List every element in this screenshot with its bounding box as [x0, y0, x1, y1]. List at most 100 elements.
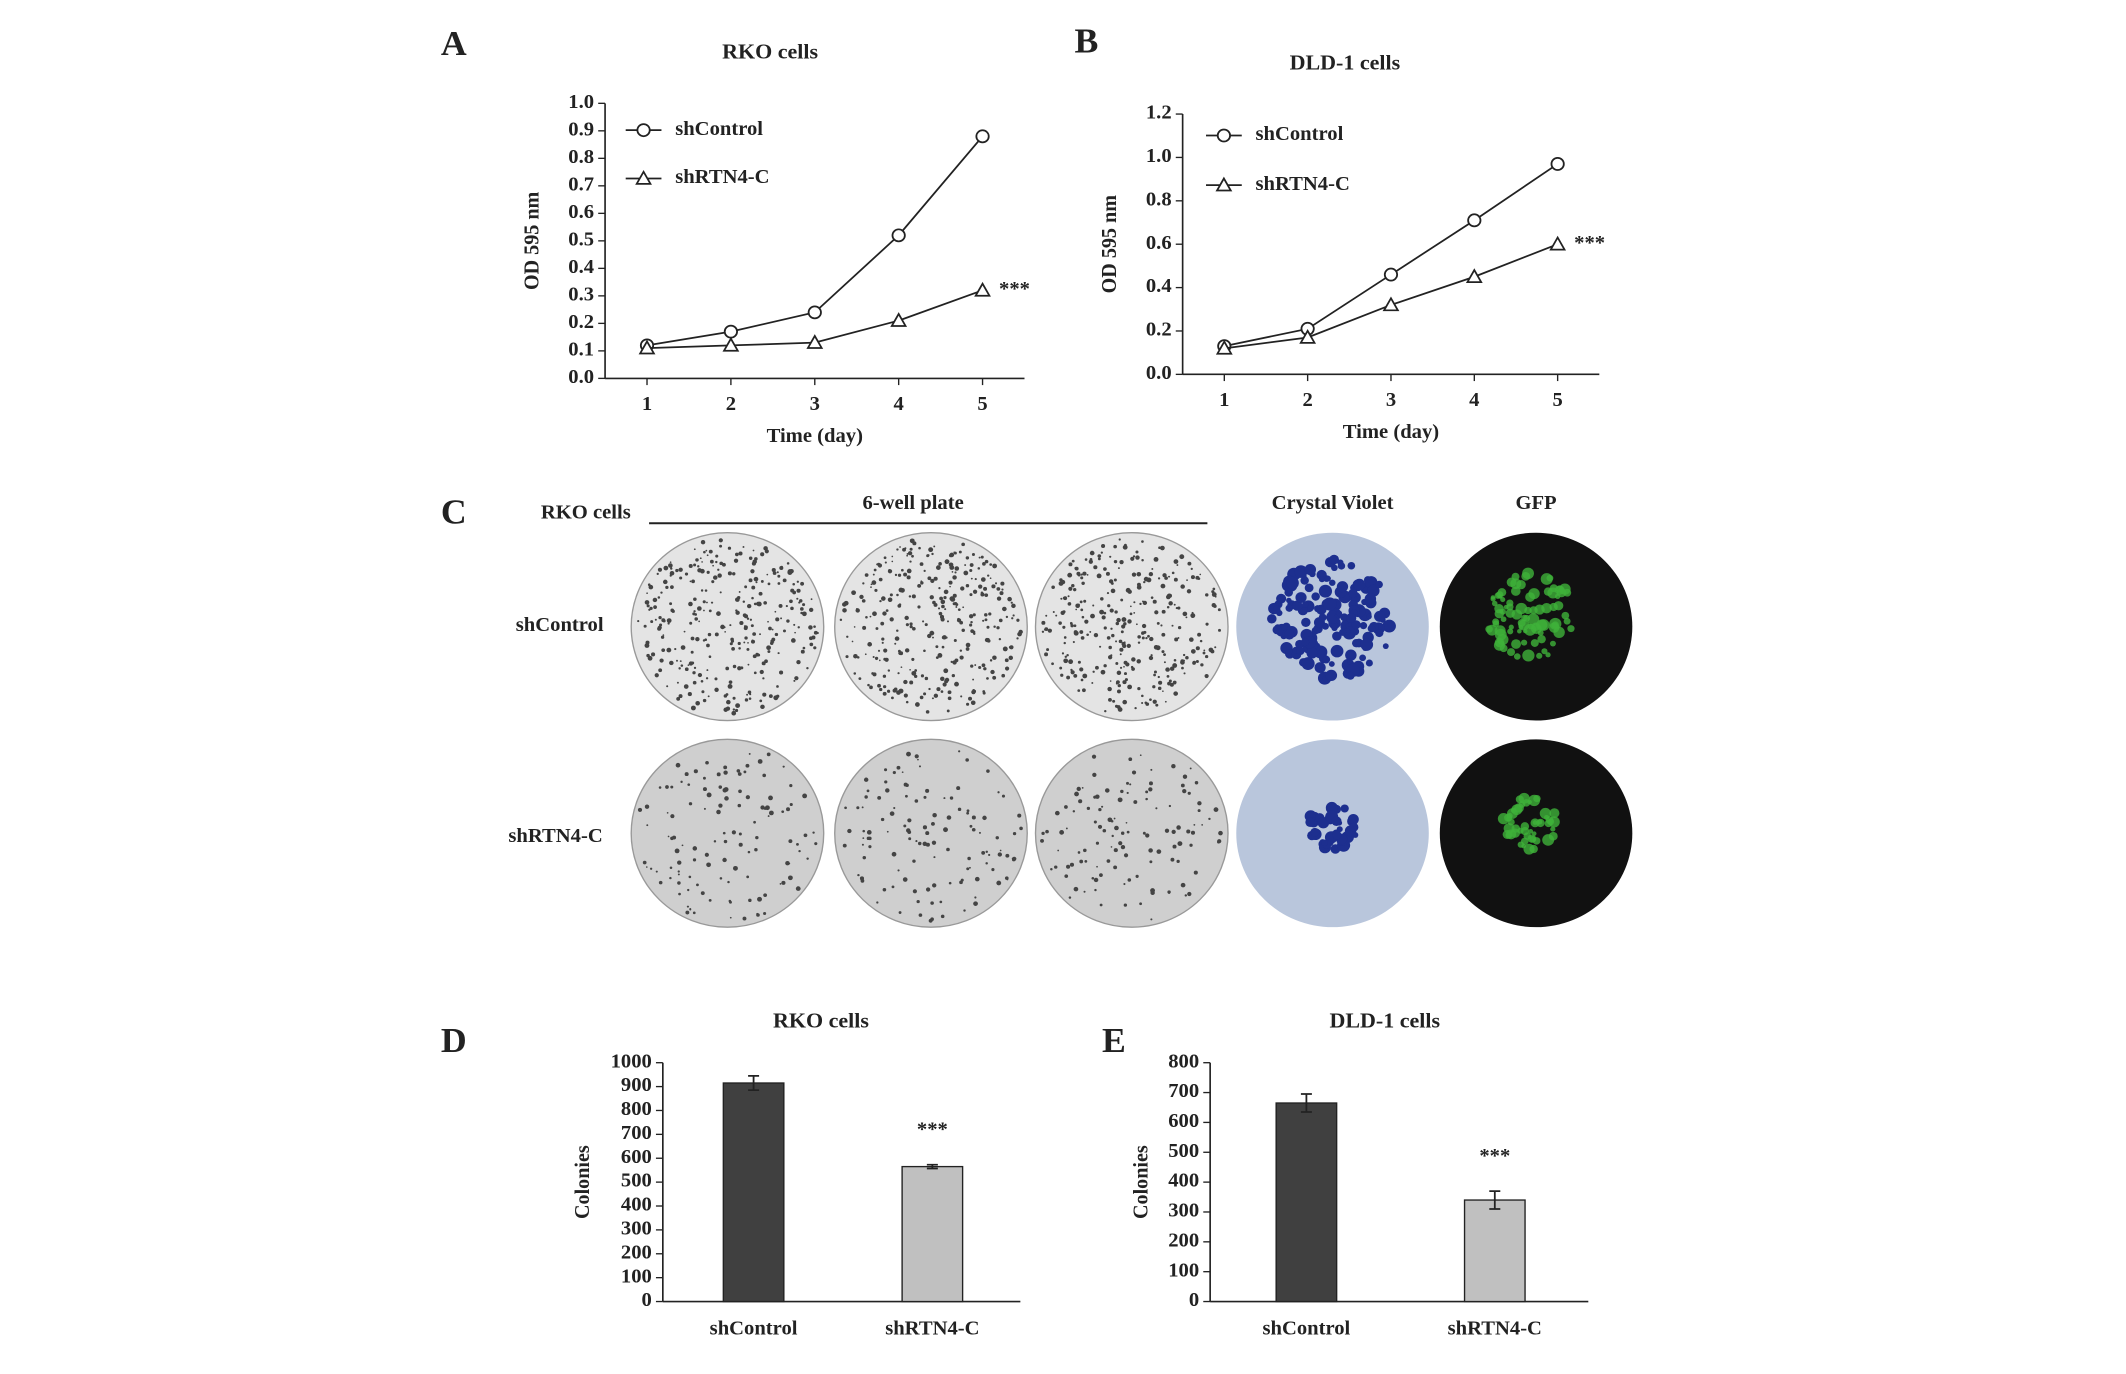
colony-dot: [747, 850, 751, 854]
stain-cell: [1295, 592, 1307, 604]
colony-dot: [1218, 830, 1223, 836]
colony-dot: [1009, 645, 1014, 650]
colony-dot: [680, 645, 686, 650]
colony-dot: [791, 638, 796, 643]
colony-dot: [802, 646, 806, 650]
colony-dot: [813, 646, 817, 650]
y-tick-label: 0.0: [1146, 362, 1172, 384]
colony-dot: [780, 617, 783, 620]
colony-dot: [953, 639, 957, 643]
colony-dot: [966, 867, 970, 871]
colony-dot: [796, 597, 799, 600]
colony-dot: [908, 595, 912, 598]
colony-dot: [666, 647, 672, 653]
error-bar: [926, 1163, 938, 1170]
colony-dot: [1113, 848, 1118, 853]
colony-dot: [789, 784, 793, 788]
colony-dot: [1054, 810, 1060, 816]
colony-dot: [702, 787, 707, 792]
gfp-cell: [1527, 613, 1540, 626]
colony-dot: [727, 683, 733, 689]
stain-cell: [1340, 804, 1349, 813]
colony-dot: [700, 679, 704, 683]
colony-dot: [1100, 597, 1104, 601]
colony-dot: [692, 911, 696, 915]
gfp-cell: [1499, 608, 1506, 615]
colony-dot: [753, 820, 756, 824]
colony-dot: [1160, 545, 1165, 551]
colony-dot: [1079, 667, 1084, 672]
colony-dot: [1166, 675, 1170, 678]
colony-dot: [1141, 701, 1144, 705]
gfp-cell: [1532, 837, 1541, 845]
colony-dot: [879, 599, 882, 603]
colony-dot: [946, 815, 952, 820]
colony-dot: [764, 659, 768, 664]
colony-dot: [1185, 655, 1189, 660]
stain-cell: [1360, 638, 1374, 651]
colony-dot: [1044, 627, 1049, 631]
colony-dot: [689, 580, 692, 583]
colony-dot: [1145, 637, 1148, 640]
colony-dot: [1164, 828, 1170, 833]
colony-dot: [963, 909, 966, 912]
colony-dot: [763, 601, 767, 605]
gfp-cell: [1559, 583, 1571, 595]
colony-dot: [954, 681, 959, 687]
colony-dot: [957, 608, 961, 612]
colony-dot: [660, 635, 665, 639]
colony-dot: [1091, 876, 1095, 880]
colony-dot: [748, 556, 753, 560]
colony-dot: [665, 585, 669, 590]
colony-dot: [771, 628, 774, 631]
gfp-cell: [1506, 577, 1517, 588]
colony-dot: [1180, 584, 1185, 589]
colony-dot: [897, 573, 902, 577]
colony-dot: [1063, 641, 1066, 645]
gfp-cell: [1543, 814, 1550, 821]
colony-dot: [1096, 573, 1102, 579]
colony-dot: [891, 851, 897, 857]
colony-dot: [1166, 593, 1172, 599]
colony-dot: [867, 683, 870, 687]
colony-dot: [786, 807, 791, 812]
colony-dot: [738, 842, 743, 847]
colony-dot: [813, 625, 816, 628]
colony-dot: [716, 809, 721, 815]
gfp-cell: [1523, 843, 1535, 855]
colony-dot: [862, 829, 866, 833]
colony-dot: [1070, 624, 1074, 628]
colony-dot: [1171, 571, 1175, 575]
colony-dot: [973, 901, 978, 906]
colony-dot: [1147, 634, 1150, 638]
colony-dot: [1153, 673, 1156, 677]
colony-dot: [668, 563, 673, 568]
colony-dot: [1129, 783, 1132, 786]
colony-dot: [1180, 783, 1185, 788]
colony-dot: [1189, 767, 1192, 770]
colony-dot: [897, 672, 900, 675]
colony-dot: [1118, 841, 1123, 846]
colony-dot: [965, 758, 969, 762]
marker: [723, 324, 738, 339]
colony-dot: [808, 625, 813, 630]
colony-dot: [980, 577, 986, 582]
colony-dot: [898, 603, 902, 606]
colony-dot: [1098, 808, 1102, 812]
colony-dot: [799, 599, 803, 603]
gfp-cell: [1515, 602, 1528, 615]
colony-dot: [714, 687, 719, 692]
colony-dot: [796, 659, 801, 665]
colony-dot: [812, 831, 815, 834]
colony-dot: [743, 614, 749, 619]
panel-letter: B: [1074, 22, 1098, 61]
colony-dot: [968, 696, 973, 701]
colony-dot: [978, 556, 981, 559]
colony-dot: [1186, 829, 1191, 834]
colony-dot: [1102, 828, 1107, 833]
colony-dot: [1181, 666, 1184, 670]
colony-dot: [943, 668, 949, 674]
colony-dot: [1081, 615, 1085, 619]
colony-dot: [992, 675, 997, 680]
colony-dot: [1173, 658, 1177, 662]
